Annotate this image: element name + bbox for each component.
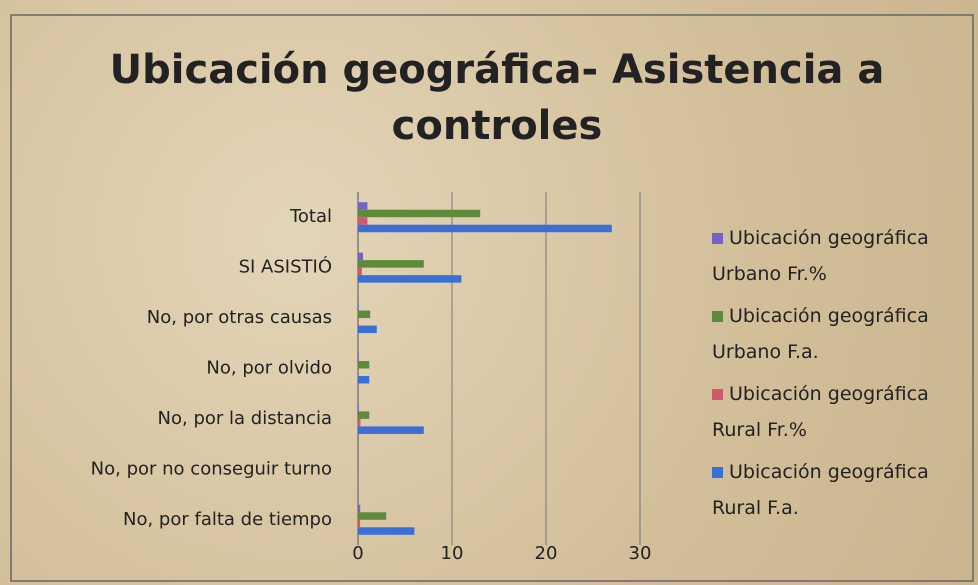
legend-label: Ubicación geográfica Rural Fr.% bbox=[712, 383, 929, 441]
legend-label: Ubicación geográfica Urbano F.a. bbox=[712, 305, 929, 363]
bar bbox=[358, 252, 364, 261]
legend-swatch bbox=[712, 311, 723, 322]
bar bbox=[358, 376, 370, 384]
bar bbox=[358, 275, 462, 283]
x-tick-label: 10 bbox=[441, 543, 464, 564]
x-tick-label: 0 bbox=[352, 543, 363, 564]
bar bbox=[358, 519, 361, 528]
y-tick-label: Total bbox=[289, 206, 332, 227]
x-tick-label: 20 bbox=[535, 543, 558, 564]
legend-entry: Ubicación geográfica Urbano Fr.% bbox=[712, 220, 962, 292]
legend-entry: Ubicación geográfica Rural Fr.% bbox=[712, 376, 962, 448]
legend-label: Ubicación geográfica Urbano Fr.% bbox=[712, 227, 929, 285]
bar bbox=[358, 202, 368, 210]
bar bbox=[358, 418, 361, 427]
x-tick-label: 30 bbox=[629, 543, 652, 564]
chart-title: Ubicación geográfica- Asistencia a bbox=[110, 47, 885, 93]
y-tick-label: No, por no conseguir turno bbox=[91, 458, 332, 479]
bar bbox=[358, 504, 361, 513]
bar bbox=[358, 411, 370, 419]
bar bbox=[358, 426, 424, 434]
bar bbox=[358, 361, 370, 369]
y-tick-label: SI ASISTIÓ bbox=[239, 256, 332, 278]
y-tick-label: No, por falta de tiempo bbox=[123, 509, 332, 530]
chart-border bbox=[10, 14, 974, 582]
bar bbox=[358, 310, 371, 319]
legend-swatch bbox=[712, 467, 723, 478]
bar bbox=[358, 224, 612, 233]
bar bbox=[358, 318, 359, 326]
y-tick-label: No, por olvido bbox=[206, 358, 332, 379]
y-tick-label: No, por la distancia bbox=[158, 408, 332, 429]
legend-label: Ubicación geográfica Rural F.a. bbox=[712, 461, 929, 519]
chart-title: controles bbox=[392, 103, 603, 149]
bar bbox=[358, 217, 368, 225]
legend-entry: Ubicación geográfica Urbano F.a. bbox=[712, 298, 962, 370]
bar bbox=[358, 260, 424, 268]
bar bbox=[358, 527, 415, 535]
bar bbox=[358, 353, 359, 361]
y-tick-label: No, por otras causas bbox=[147, 307, 332, 328]
legend-swatch bbox=[712, 389, 723, 400]
bar bbox=[358, 325, 377, 334]
bar bbox=[358, 209, 481, 218]
bar bbox=[358, 303, 359, 311]
legend-entry: Ubicación geográfica Rural F.a. bbox=[712, 454, 962, 526]
bar bbox=[358, 512, 387, 520]
bar bbox=[358, 267, 362, 276]
legend-swatch bbox=[712, 233, 723, 244]
bar bbox=[358, 403, 359, 412]
